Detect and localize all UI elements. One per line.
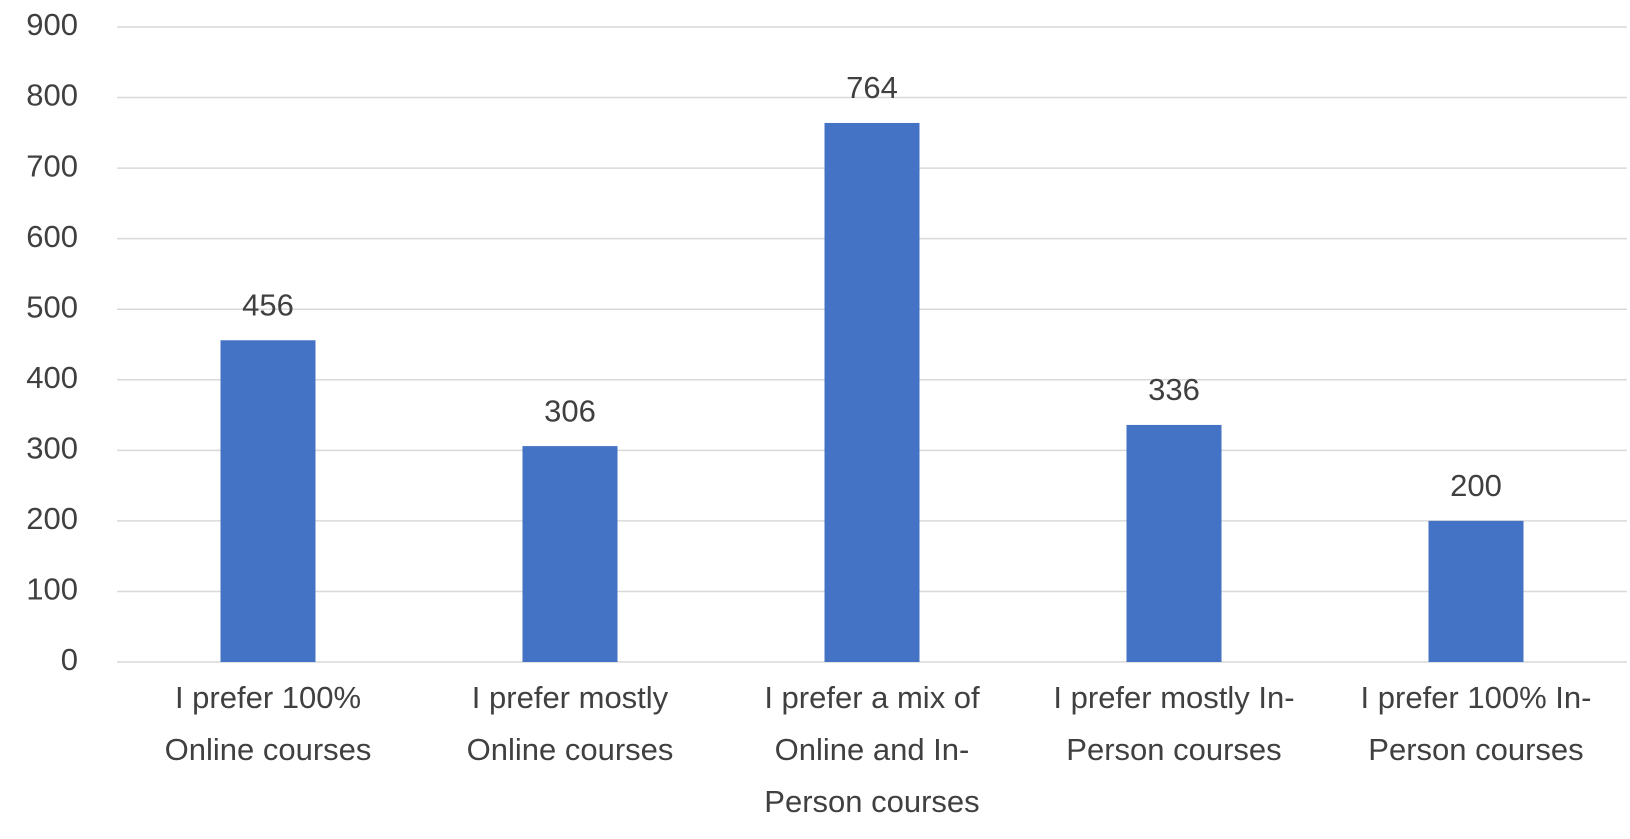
y-tick-label: 200 [26, 501, 78, 536]
data-label: 306 [544, 393, 596, 428]
y-tick-label: 0 [61, 642, 78, 677]
x-tick-label: I prefer mostly In-Person courses [1053, 680, 1295, 767]
bar [220, 340, 316, 662]
bar [522, 446, 618, 662]
y-tick-label: 500 [26, 289, 78, 324]
y-tick-label: 700 [26, 148, 78, 183]
y-tick-label: 300 [26, 431, 78, 466]
x-tick-label: I prefer mostly Online courses [466, 680, 674, 767]
x-tick-label: I prefer a mix of Online and In-Person c… [764, 680, 980, 819]
bar [1126, 424, 1222, 662]
y-tick-label: 800 [26, 78, 78, 113]
x-tick-label: I prefer 100% In-Person courses [1360, 680, 1592, 767]
data-label: 764 [846, 70, 898, 105]
data-label: 336 [1148, 372, 1200, 407]
x-tick-label: I prefer 100% Online courses [164, 680, 372, 767]
y-tick-label: 600 [26, 219, 78, 254]
data-label: 200 [1450, 468, 1502, 503]
bar [1428, 520, 1524, 662]
y-tick-label: 400 [26, 360, 78, 395]
y-tick-label: 900 [26, 7, 78, 42]
y-tick-label: 100 [26, 572, 78, 607]
data-label: 456 [242, 287, 294, 322]
bar [824, 122, 920, 662]
